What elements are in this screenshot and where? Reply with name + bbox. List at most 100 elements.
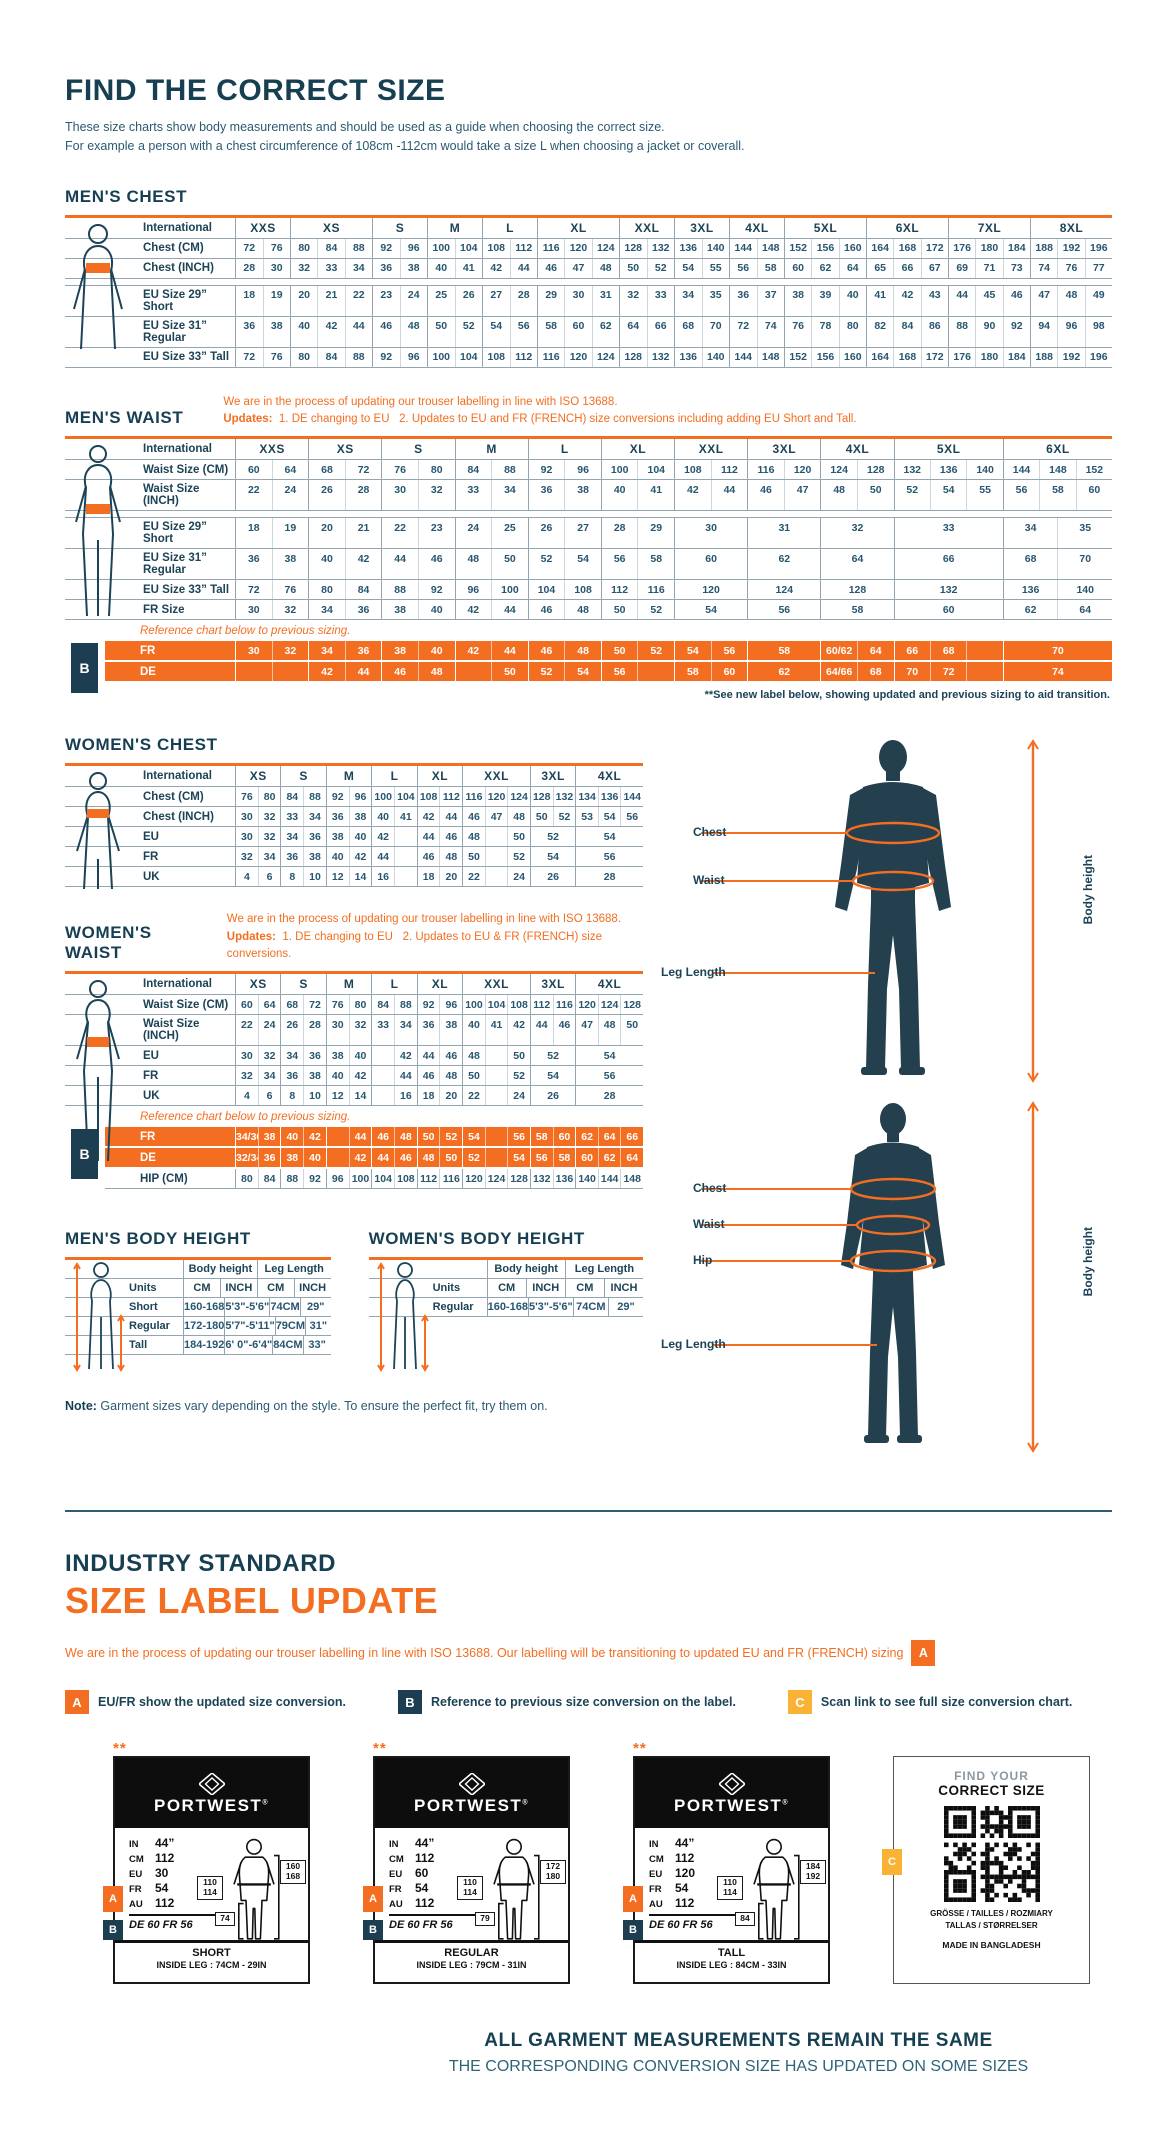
size-value: 32 xyxy=(851,521,864,534)
size-group: 36 38 xyxy=(280,1066,325,1085)
size-value: 28 xyxy=(509,285,538,316)
row-cells: 42 44 46 48 50 52 54 56 58 60 62 64/66 68 70 72 74 xyxy=(235,662,1112,682)
size-value: 52 xyxy=(637,641,674,661)
size-value: 41 xyxy=(454,258,483,278)
row-label: DE xyxy=(140,665,156,678)
table-gap-row xyxy=(65,279,1112,286)
inside-leg-text: INSIDE LEG : 79CM - 31IN xyxy=(416,1960,527,1971)
size-group: 48 50 xyxy=(462,827,530,847)
size-value: 40 xyxy=(377,810,390,823)
size-value: 5'3"-5'6" xyxy=(527,1298,573,1316)
size-value: 29 xyxy=(637,518,674,549)
size-value: 112 xyxy=(611,583,629,596)
size-value: 64 xyxy=(1057,600,1112,620)
size-system-label: EU xyxy=(129,1869,143,1881)
size-value: 36 xyxy=(344,600,382,620)
size-value: 42 xyxy=(377,830,390,843)
size-value: 128 xyxy=(624,351,643,364)
section-title-mens-body-height: MEN'S BODY HEIGHT xyxy=(65,1229,251,1248)
size-group: 8 10 xyxy=(280,1086,325,1105)
size-value: 52 xyxy=(540,665,553,678)
size-value: 56 xyxy=(509,316,538,347)
size-group: 18 19 xyxy=(235,285,290,316)
row-cells: 36 38 40 42 44 46 48 50 52 54 56 58 60 62 64 66 68 70 xyxy=(235,549,1112,580)
size-value: 136 xyxy=(597,787,621,807)
size-value: 42 xyxy=(348,1148,372,1167)
size-value xyxy=(484,1046,508,1065)
garment-size-label: PORTWEST® A B IN 44” CM 112 EU 120 FR 54 AU 112 DE 60… xyxy=(623,1756,830,1985)
size-value: 34 xyxy=(321,644,333,657)
size-value: 20 xyxy=(321,521,333,534)
size-value: 5'3"-5'6" xyxy=(224,1298,269,1316)
size-value: 120 xyxy=(578,998,596,1011)
size-group: 62 xyxy=(747,549,820,580)
table-row: Chest (INCH) 28 30 32 33 34 36 38 40 41 42 44 46 47 48… xyxy=(65,258,1112,279)
size-value: 52 xyxy=(547,830,559,843)
size-group: 33 34 xyxy=(371,1015,416,1045)
unit-header: CM xyxy=(183,1279,220,1297)
size-value: 148 xyxy=(620,1169,643,1188)
size-value: 128 xyxy=(848,583,867,596)
size-value: 48 xyxy=(422,1151,435,1164)
size-group: 46 48 xyxy=(416,847,462,867)
size-value: 144 xyxy=(620,787,643,807)
unit-header: CM xyxy=(256,1279,294,1297)
size-value: 26 xyxy=(454,285,483,316)
row-cells: 32 34 36 38 40 42 44 46 48 50 52 54 56 xyxy=(235,1066,643,1085)
size-value: 36 xyxy=(344,641,382,661)
size-value: 58 xyxy=(535,1130,548,1143)
size-value: 184 xyxy=(1002,238,1030,258)
size-rows: IN 44” CM 112 EU 30 FR 54 AU 112 DE 60 FR 56 xyxy=(129,1836,215,1940)
table-row: EU 30 32 34 36 38 40 42 44 46 48 50 52 54 xyxy=(65,827,643,848)
size-value: 68 xyxy=(682,320,695,333)
size-group: 144 148 xyxy=(729,238,784,258)
size-value: 112 xyxy=(439,787,462,807)
size-value: 64 xyxy=(851,552,864,565)
size-group: 96 100 xyxy=(454,580,528,600)
size-value: 84 xyxy=(257,1169,281,1188)
unit-header: CM xyxy=(564,1279,604,1297)
size-group: 42 xyxy=(371,827,417,847)
size-column-header: XXL xyxy=(674,439,747,460)
size-value: 76 xyxy=(394,463,406,476)
footer: ALL GARMENT MEASUREMENTS REMAIN THE SAME… xyxy=(65,2030,1112,2076)
size-value: 42 xyxy=(686,483,699,496)
size-group: 42 44 xyxy=(482,258,537,278)
size-value: 29" xyxy=(607,1298,643,1316)
size-value: 128 xyxy=(856,460,894,480)
table-row: EU Size 29” Short 18 19 20 21 22 23 24 25 26 27 28 2… xyxy=(65,518,1112,550)
size-system-label: FR xyxy=(649,1884,662,1896)
size-value: 60 xyxy=(942,603,955,616)
size-row: AU 112 xyxy=(649,1896,721,1911)
previous-size-row: DE 60 FR 56 xyxy=(649,1914,735,1931)
size-value: 172 xyxy=(920,347,948,367)
size-group: 40 42 44 xyxy=(290,316,372,347)
size-group: 120 xyxy=(674,580,747,600)
legend-item-b: B Reference to previous size conversion … xyxy=(397,1690,736,1715)
size-value xyxy=(484,827,508,847)
size-value: 180 xyxy=(975,238,1002,258)
size-value: 88 xyxy=(286,1172,299,1185)
size-value: 196 xyxy=(1084,347,1112,367)
size-value: 62 xyxy=(1024,603,1037,616)
size-group: 34 35 xyxy=(1002,518,1112,549)
size-group: 44 46 xyxy=(381,549,455,580)
size-value: 44 xyxy=(491,600,528,620)
size-value: 72 xyxy=(344,460,382,480)
size-value: 192 xyxy=(1057,238,1084,258)
size-value xyxy=(394,827,417,847)
size-value: 46 xyxy=(417,549,455,580)
table-row: Chest (INCH) 30 32 33 34 36 38 40 41 42 44 46 47 48 50… xyxy=(65,807,643,828)
row-label: Chest (CM) xyxy=(143,242,204,255)
size-group: 27 28 xyxy=(482,285,538,316)
size-value: 64/66 xyxy=(826,665,853,678)
size-value: 180 xyxy=(975,347,1002,367)
size-group: 54 xyxy=(575,1046,643,1065)
size-group: 82 84 86 xyxy=(866,316,948,347)
size-group: 40 41 42 xyxy=(462,1015,530,1045)
size-value: 172 xyxy=(920,238,948,258)
size-group: 64 xyxy=(820,549,893,580)
size-group: 132 136 140 xyxy=(893,460,1003,480)
